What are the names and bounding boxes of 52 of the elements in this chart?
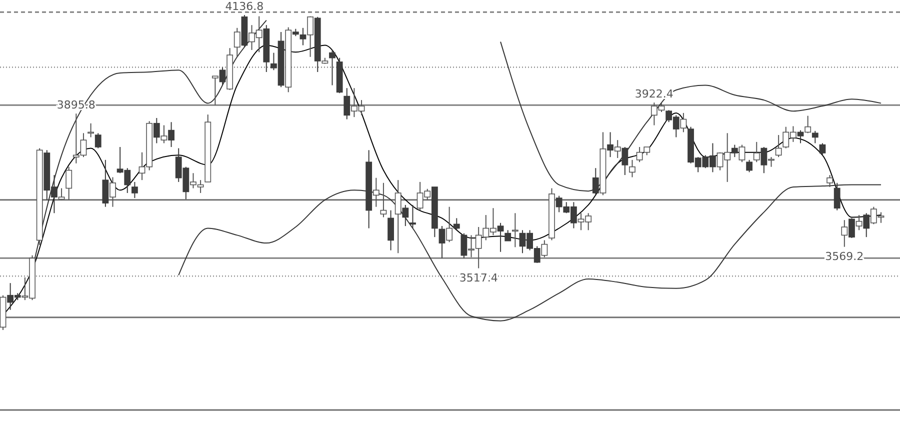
candlestick [212, 76, 218, 106]
candlestick [819, 142, 826, 156]
candlestick [153, 118, 160, 144]
candlestick [497, 222, 504, 252]
candlestick [848, 218, 855, 239]
candlestick [731, 144, 738, 158]
candlestick [132, 181, 138, 199]
candlestick [826, 174, 833, 188]
candlestick [380, 182, 387, 218]
candlestick [300, 27, 306, 46]
candlestick [738, 144, 746, 163]
candlestick [614, 140, 621, 159]
candlestick [453, 218, 460, 231]
candlestick [753, 141, 760, 163]
candlestick [388, 210, 394, 251]
candlestick [402, 204, 409, 227]
candlestick [622, 146, 628, 176]
candlestick [58, 188, 65, 200]
candlestick [460, 232, 468, 259]
candlestick [94, 132, 102, 149]
candlestick [446, 206, 453, 243]
candlestick [344, 88, 350, 120]
candlestick [760, 146, 768, 174]
candlestick [234, 27, 240, 58]
candlestick [629, 159, 636, 178]
candlestick [168, 122, 174, 148]
candlestick [66, 166, 72, 200]
candlestick [775, 134, 782, 158]
candlestick [541, 240, 548, 258]
candlestick [410, 204, 416, 229]
candlestick [219, 66, 226, 86]
candlestick [680, 112, 687, 133]
candlestick [438, 226, 446, 259]
candlestick [512, 212, 518, 248]
candlestick [307, 16, 314, 58]
candlestick [812, 130, 818, 144]
candlestick [607, 132, 614, 158]
candlestick [856, 214, 862, 231]
candlestick [804, 115, 812, 134]
annotation: 4136.8 [225, 0, 264, 13]
candlestick [372, 177, 380, 208]
annotation: 3517.4 [459, 271, 498, 284]
candlestick [329, 49, 336, 86]
candlestick [746, 159, 752, 173]
candlestick [160, 124, 168, 144]
candlestick [102, 159, 109, 208]
candlestick [863, 212, 870, 238]
candlestick [797, 130, 804, 144]
candlestick [394, 180, 402, 254]
candlestick [841, 220, 848, 248]
candlestick [110, 176, 116, 208]
candlestick [504, 230, 512, 242]
